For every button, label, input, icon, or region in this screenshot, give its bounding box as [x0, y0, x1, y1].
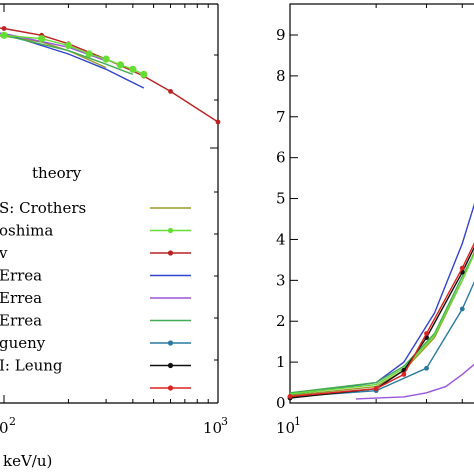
- left-xtick-label-1000-base: 10: [203, 419, 222, 437]
- right-ytick-label-0: 0: [276, 394, 286, 412]
- legend-entry-marker-1: [167, 227, 174, 234]
- right-series-7-point-2: [401, 371, 407, 377]
- right-series-line-4: [289, 252, 474, 395]
- right-series-7-point-4: [459, 265, 465, 271]
- left-series-5-point-5: [102, 55, 110, 63]
- right-series-7-point-1: [373, 386, 379, 392]
- legend-entry-label-4: Errea: [0, 289, 42, 307]
- legend-entry-label-5: Errea: [0, 312, 42, 330]
- legend-title: theory: [32, 164, 82, 182]
- left-series-5-point-4: [85, 50, 93, 58]
- right-series-7-point-3: [424, 331, 429, 336]
- right-series-line-2: [289, 250, 474, 397]
- right-ytick-label-5: 5: [276, 190, 286, 208]
- right-series-line-0: [289, 203, 474, 396]
- legend-entry-label-3: Errea: [0, 267, 42, 285]
- right-series-5-point-2: [424, 365, 429, 371]
- left-ticks: [3, 4, 219, 403]
- right-series-line-7: [289, 242, 474, 398]
- legend-entry-label-1: oshima: [0, 222, 53, 240]
- legend-entry-label-7: I: Leung: [0, 357, 63, 375]
- right-frame: [289, 3, 474, 404]
- right-ytick-label-8: 8: [276, 67, 286, 85]
- legend-entry-marker-2: [167, 250, 174, 256]
- right-ytick-label-3: 3: [276, 271, 286, 289]
- right-xtick-label-10-base: 10: [276, 419, 295, 437]
- right-series-line-3: [289, 252, 474, 394]
- left-series-4-point-7: [215, 119, 221, 125]
- right-series-line-1: [355, 363, 474, 400]
- left-series-line-3: [0, 34, 134, 76]
- legend-entry-marker-8: [167, 385, 174, 391]
- left-series-5-point-3: [64, 41, 73, 50]
- right-ticks: 0 1 2 3 4 5 6 7 8 9: [276, 4, 463, 412]
- right-ytick-label-4: 4: [276, 230, 286, 248]
- left-series-4-point-1: [1, 26, 7, 31]
- left-series-lines: [0, 26, 221, 125]
- left-series-5-point-8: [140, 70, 148, 78]
- legend-entry-marker-6: [167, 340, 174, 346]
- right-ytick-label-9: 9: [276, 26, 286, 44]
- legend: S: Crothers oshima v Errea Errea Errea gueny I:…: [0, 199, 191, 391]
- legend-entry-label-6: gueny: [0, 334, 46, 352]
- left-series-5-point-1: [0, 31, 8, 39]
- left-xtick-label-1000-exp: 3: [221, 415, 228, 428]
- left-xtick-label-100-2: 2: [9, 415, 16, 428]
- right-ytick-label-7: 7: [276, 108, 286, 126]
- left-panel: theory S: Crothers oshima v Errea Errea Errea…: [0, 3, 228, 470]
- right-series-5-point-3: [459, 306, 465, 312]
- legend-entry-label-2: v: [0, 244, 8, 262]
- left-series-5-point-2: [38, 35, 46, 43]
- legend-entry-label-0: S: Crothers: [0, 199, 86, 217]
- right-xtick-label-10-exp: 1: [294, 415, 301, 428]
- left-series-5-point-6: [116, 61, 125, 69]
- left-series-4-point-6: [168, 89, 173, 94]
- right-ytick-label-1: 1: [276, 353, 286, 371]
- left-xtick-label-100-0: 0: [0, 419, 9, 437]
- legend-entry-marker-7: [167, 362, 174, 369]
- right-ytick-label-2: 2: [276, 312, 286, 330]
- right-series-lines: [287, 203, 474, 401]
- right-ytick-label-6: 6: [276, 149, 286, 167]
- right-series-line-5: [289, 280, 474, 398]
- left-series-line-1: [0, 32, 145, 89]
- right-series-line-6: [289, 246, 474, 399]
- right-series-7-point-0: [287, 394, 293, 399]
- left-series-5-point-7: [129, 65, 137, 73]
- left-x-axis-label: keV/u): [3, 452, 52, 470]
